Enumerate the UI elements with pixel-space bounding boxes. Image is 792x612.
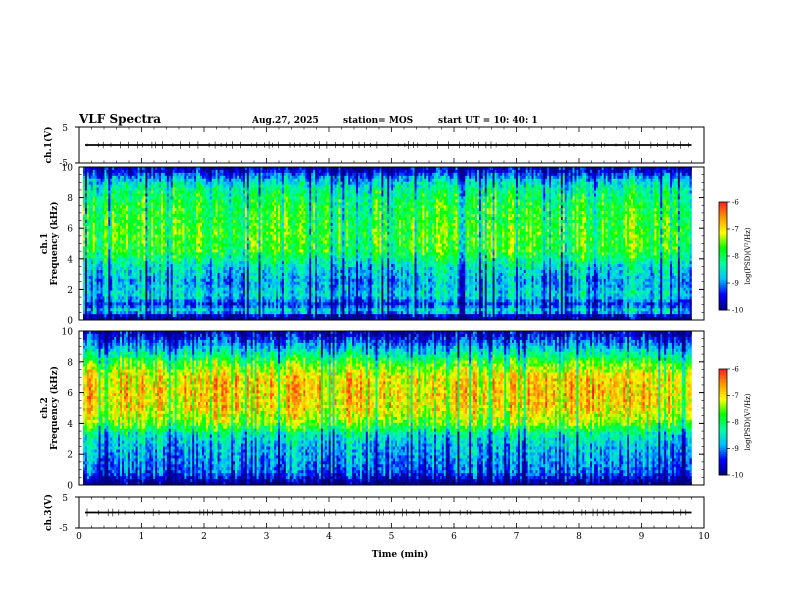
x-tick-label: 0 (76, 532, 82, 542)
y-tick-label: 5 (62, 124, 68, 134)
x-tick-label: 1 (139, 532, 145, 542)
x-tick-label: 4 (326, 532, 332, 542)
colorbar-tick-label: -10 (732, 472, 743, 480)
colorbar-label: log(PSD)(V²/Hz) (744, 227, 752, 284)
x-tick-label: 7 (514, 532, 520, 542)
ch1-waveform-panel: 5-5ch.1(V) (43, 124, 704, 169)
y-tick-label: 6 (67, 389, 73, 399)
y-tick-label: -5 (59, 524, 68, 534)
x-tick-label: 9 (639, 532, 645, 542)
station-label: station= MOS (343, 116, 413, 126)
colorbar-tick-label: -6 (732, 199, 739, 207)
ch2-spectrogram-panel: 0 2 4 6 8 10 ch.2 Frequency (kHz) -6 -7 -8 -9 -10 log… (40, 328, 752, 492)
y-axis-label: Frequency (kHz) (49, 201, 60, 285)
x-tick-label: 5 (389, 532, 395, 542)
colorbar-tick-label: -8 (732, 419, 739, 427)
y-axis-label: Frequency (kHz) (49, 366, 60, 450)
colorbar-tick-label: -9 (732, 445, 739, 453)
colorbar-tick-label: -6 (732, 366, 739, 374)
y-tick-label: 4 (67, 420, 73, 430)
colorbar: -6 -7 -8 -9 -10 log(PSD)(V²/Hz) (719, 199, 752, 315)
x-tick-label: 2 (201, 532, 207, 542)
colorbar-label: log(PSD)(V²/Hz) (744, 393, 752, 450)
y-tick-label: 5 (62, 494, 68, 504)
ch1-spectrogram-panel: 0 2 4 6 8 10 ch.1 Frequency (kHz) -6 -7 -8 -9 -10 log… (40, 164, 752, 327)
colorbar-tick-label: -9 (732, 280, 739, 288)
start-time-label: start UT = 10: 40: 1 (438, 116, 538, 126)
y-tick-label: 2 (67, 286, 73, 296)
x-axis-label: Time (min) (372, 549, 429, 560)
x-tick-label: 8 (576, 532, 582, 542)
ch3-waveform-panel: 0 1 2 3 4 5 6 7 8 9 10 5 -5 ch.3(V) (43, 494, 710, 542)
y-tick-label: 10 (62, 164, 74, 174)
y-axis-channel-label: ch.2 (40, 397, 50, 418)
y-axis-label: ch.3(V) (43, 494, 54, 531)
spectrogram-cells (83, 331, 692, 485)
y-tick-label: 10 (62, 328, 74, 338)
x-tick-label: 3 (264, 532, 270, 542)
y-tick-label: 8 (67, 194, 73, 204)
colorbar-tick-label: -10 (732, 307, 743, 315)
colorbar-tick-label: -7 (732, 226, 739, 234)
date-label: Aug.27, 2025 (251, 116, 319, 126)
colorbar: -6 -7 -8 -9 -10 log(PSD)(V²/Hz) (719, 366, 752, 480)
figure-title: VLF Spectra (78, 112, 161, 126)
colorbar-tick-label: -7 (732, 392, 739, 400)
y-axis-channel-label: ch.1 (40, 233, 50, 254)
x-tick-label: 6 (451, 532, 457, 542)
y-tick-label: 4 (67, 255, 73, 265)
x-tick-label: 10 (698, 532, 710, 542)
y-tick-label: 0 (67, 317, 73, 327)
y-tick-label: 0 (67, 482, 73, 492)
spectrogram-cells (83, 167, 692, 320)
colorbar-tick-label: -8 (732, 253, 739, 261)
y-tick-label: 2 (67, 451, 73, 461)
y-tick-label: 6 (67, 225, 73, 235)
y-axis-label: ch.1(V) (43, 127, 54, 164)
y-tick-label: 8 (67, 358, 73, 368)
